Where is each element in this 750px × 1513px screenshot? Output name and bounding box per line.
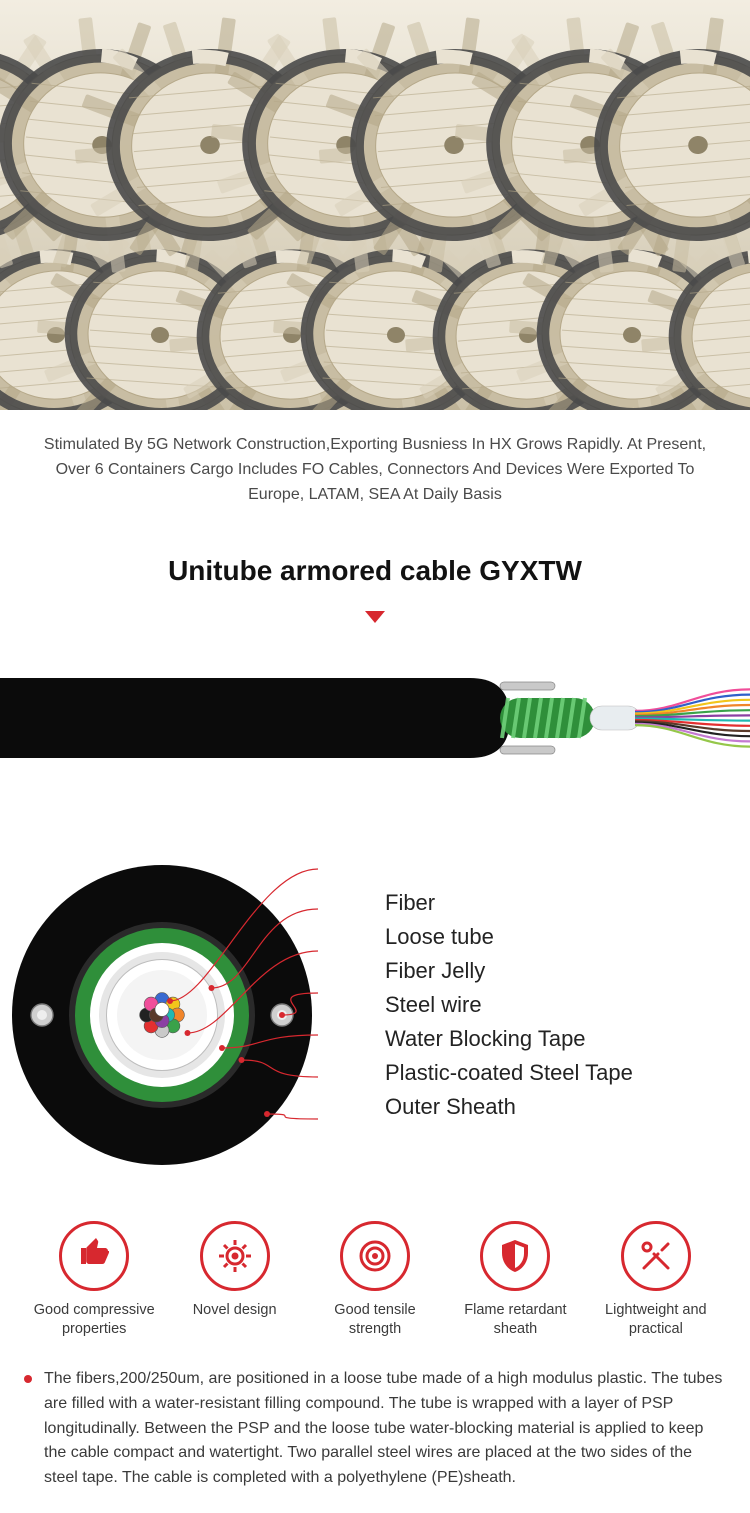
label-fiber: Fiber (385, 890, 740, 916)
feature-item: Flame retardant sheath (445, 1221, 585, 1339)
feature-label: Good compressive properties (28, 1301, 160, 1339)
feature-label: Flame retardant sheath (449, 1301, 581, 1339)
feature-label: Good tensile strength (309, 1301, 441, 1339)
cross-section-block: Fiber Loose tube Fiber Jelly Steel wire … (0, 793, 750, 1213)
tools-icon (621, 1221, 691, 1291)
gear-icon (200, 1221, 270, 1291)
feature-label: Novel design (168, 1301, 300, 1320)
description-text: The fibers,200/250um, are positioned in … (24, 1367, 726, 1491)
hero-caption: Stimulated By 5G Network Construction,Ex… (0, 415, 750, 537)
description-block: The fibers,200/250um, are positioned in … (0, 1349, 750, 1513)
hero-svg (0, 0, 750, 410)
cable-side-view (0, 648, 750, 788)
feature-item: Good compressive properties (24, 1221, 164, 1339)
hero-image (0, 0, 750, 415)
triangle-icon (363, 609, 387, 625)
section-title-block: Unitube armored cable GYXTW (0, 537, 750, 638)
label-outer-sheath: Outer Sheath (385, 1094, 740, 1120)
feature-item: Novel design (164, 1221, 304, 1339)
label-loose-tube: Loose tube (385, 924, 740, 950)
cross-section-labels: Fiber Loose tube Fiber Jelly Steel wire … (320, 882, 740, 1128)
thumb-icon (59, 1221, 129, 1291)
label-psp: Plastic-coated Steel Tape (385, 1060, 740, 1086)
label-water-blocking: Water Blocking Tape (385, 1026, 740, 1052)
feature-item: Lightweight and practical (586, 1221, 726, 1339)
label-fiber-jelly: Fiber Jelly (385, 958, 740, 984)
feature-row: Good compressive properties Novel design G… (0, 1213, 750, 1349)
feature-label: Lightweight and practical (590, 1301, 722, 1339)
label-steel-wire: Steel wire (385, 992, 740, 1018)
cross-section-svg (0, 843, 320, 1183)
section-title: Unitube armored cable GYXTW (0, 555, 750, 587)
feature-item: Good tensile strength (305, 1221, 445, 1339)
target-icon (340, 1221, 410, 1291)
shield-icon (480, 1221, 550, 1291)
